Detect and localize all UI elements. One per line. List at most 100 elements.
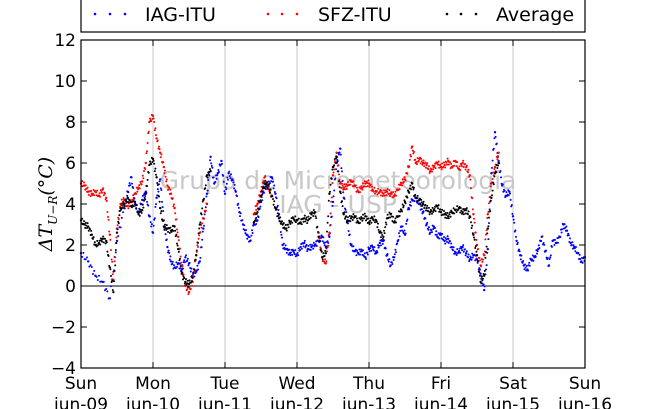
data-point	[341, 184, 344, 187]
data-point	[256, 219, 259, 222]
data-point	[311, 211, 314, 214]
data-point	[113, 269, 116, 272]
data-point	[269, 188, 272, 191]
data-point	[541, 235, 544, 238]
data-point	[272, 180, 274, 183]
data-point	[187, 282, 191, 286]
data-point	[183, 261, 186, 264]
data-point	[237, 202, 240, 205]
data-point	[557, 241, 559, 244]
data-point	[326, 230, 328, 233]
data-point	[226, 176, 229, 179]
data-point	[475, 238, 478, 241]
data-point	[237, 206, 240, 209]
data-point	[386, 188, 389, 191]
data-point	[281, 243, 284, 247]
data-point	[356, 249, 358, 252]
data-point	[138, 211, 141, 214]
data-point	[381, 194, 384, 197]
series-sfz-itu	[79, 113, 500, 296]
data-point	[195, 250, 198, 253]
data-point	[102, 187, 105, 190]
data-point	[464, 254, 467, 257]
data-point	[375, 190, 378, 193]
data-point	[341, 170, 343, 173]
data-point	[209, 168, 211, 171]
data-point	[208, 174, 211, 177]
data-point	[373, 215, 376, 218]
data-point	[143, 196, 146, 199]
data-point	[359, 221, 361, 224]
data-point	[236, 195, 238, 198]
data-point	[96, 239, 99, 242]
data-point	[169, 255, 172, 258]
data-point	[156, 183, 159, 186]
data-point	[239, 215, 241, 218]
data-point	[332, 195, 335, 198]
data-point	[115, 231, 119, 234]
data-point	[148, 163, 151, 167]
data-point	[347, 216, 349, 219]
data-point	[164, 233, 167, 236]
data-point	[214, 180, 217, 183]
data-point	[326, 250, 328, 253]
data-point	[461, 212, 463, 215]
x-tick-label-day: Mon	[135, 374, 171, 394]
data-point	[155, 134, 157, 137]
x-tick-label-date: jun-13	[341, 395, 396, 409]
legend: IAG-ITU SFZ-ITU Average	[93, 4, 574, 26]
data-point	[406, 172, 409, 175]
y-tick-label: 10	[54, 72, 76, 92]
data-points	[79, 113, 587, 300]
data-point	[246, 237, 249, 240]
data-point	[486, 247, 489, 251]
data-point	[369, 183, 372, 186]
data-point	[320, 250, 323, 253]
data-point	[121, 206, 124, 209]
data-point	[366, 253, 369, 256]
data-point	[390, 192, 393, 195]
data-point	[203, 224, 205, 227]
data-point	[155, 176, 158, 179]
data-point	[501, 183, 504, 186]
data-point	[443, 161, 445, 164]
data-point	[362, 249, 364, 252]
data-point	[355, 254, 358, 257]
data-point	[489, 199, 492, 202]
data-point	[165, 238, 168, 241]
data-point	[461, 249, 463, 252]
data-point	[289, 254, 292, 257]
data-point	[381, 237, 384, 240]
data-point	[81, 255, 84, 258]
data-point	[493, 131, 497, 134]
data-point	[367, 179, 370, 182]
data-point	[179, 265, 182, 268]
data-point	[328, 235, 331, 238]
data-point	[147, 204, 150, 207]
data-point	[158, 180, 161, 183]
data-point	[471, 224, 474, 227]
data-point	[575, 246, 577, 249]
data-point	[183, 259, 186, 262]
data-point	[153, 218, 156, 221]
data-point	[185, 254, 187, 257]
data-point	[359, 253, 361, 256]
data-point	[455, 251, 457, 254]
data-point	[272, 187, 275, 190]
data-point	[321, 240, 324, 243]
data-point	[327, 199, 330, 202]
data-point	[468, 174, 471, 177]
data-point	[443, 210, 445, 213]
data-point	[244, 232, 247, 235]
data-point	[132, 205, 135, 208]
data-point	[114, 264, 117, 267]
data-point	[209, 170, 212, 173]
data-point	[358, 186, 361, 189]
data-point	[335, 168, 337, 171]
data-point	[305, 218, 307, 221]
data-point	[159, 212, 162, 215]
data-point	[437, 160, 440, 163]
data-point	[462, 244, 465, 247]
data-point	[331, 174, 335, 177]
data-point	[401, 210, 403, 213]
